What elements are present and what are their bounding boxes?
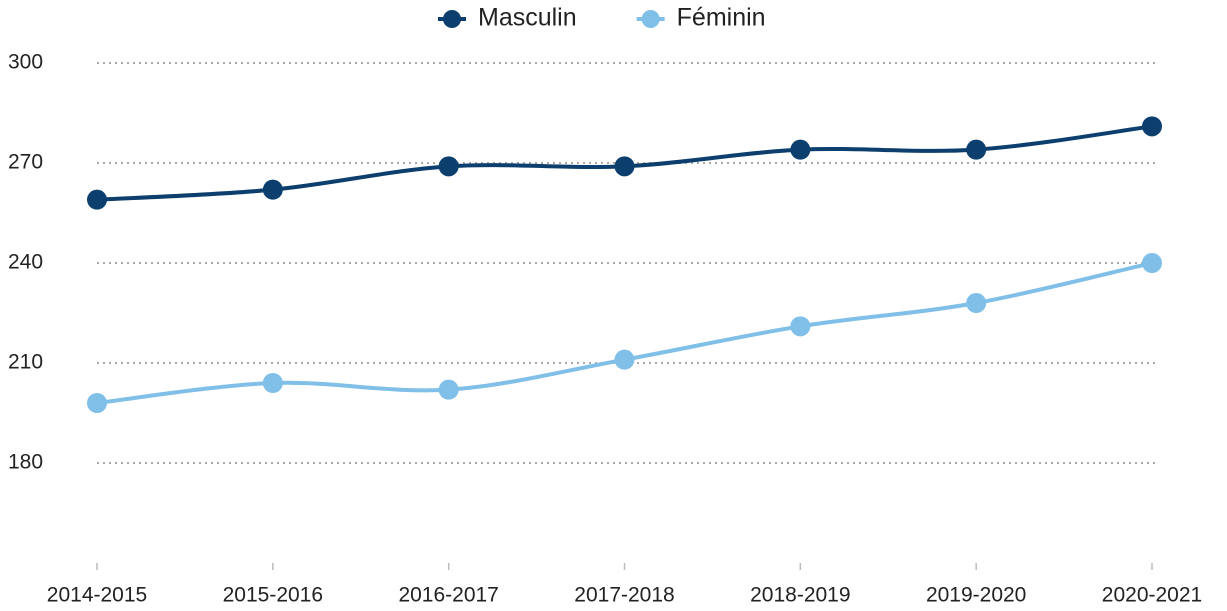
point bbox=[1142, 116, 1162, 137]
y-tick-label: 270 bbox=[8, 151, 43, 174]
point bbox=[790, 139, 811, 160]
point bbox=[438, 379, 459, 400]
x-tick-label: 2016-2017 bbox=[398, 584, 498, 607]
point bbox=[262, 373, 283, 393]
point bbox=[1142, 253, 1162, 273]
y-tick-label: 180 bbox=[8, 451, 43, 474]
point bbox=[966, 293, 987, 313]
point bbox=[87, 393, 107, 413]
x-tick-label: 2014-2015 bbox=[47, 584, 147, 607]
legend-text: Masculin bbox=[478, 4, 577, 32]
y-tick-label: 300 bbox=[8, 51, 43, 74]
legend-item: Masculin bbox=[438, 4, 577, 32]
y-tick-label: 210 bbox=[8, 351, 43, 374]
legend-text: Féminin bbox=[677, 4, 766, 32]
point bbox=[614, 156, 635, 177]
point bbox=[790, 316, 811, 337]
x-tick-label: 2020-2021 bbox=[1102, 584, 1202, 607]
legend-marker bbox=[641, 10, 660, 28]
x-tick-label: 2018-2019 bbox=[750, 584, 850, 607]
x-tick-label: 2017-2018 bbox=[574, 584, 674, 607]
x-tick-label: 2015-2016 bbox=[223, 584, 323, 607]
point bbox=[262, 179, 283, 200]
point bbox=[87, 189, 107, 210]
point bbox=[438, 156, 459, 177]
legend-item: Féminin bbox=[636, 4, 766, 32]
point bbox=[966, 139, 987, 160]
legend-marker bbox=[443, 10, 461, 28]
series-line bbox=[96, 261, 1153, 405]
x-tick-label: 2019-2020 bbox=[926, 584, 1026, 607]
point bbox=[614, 349, 635, 370]
y-tick-label: 240 bbox=[8, 251, 43, 274]
